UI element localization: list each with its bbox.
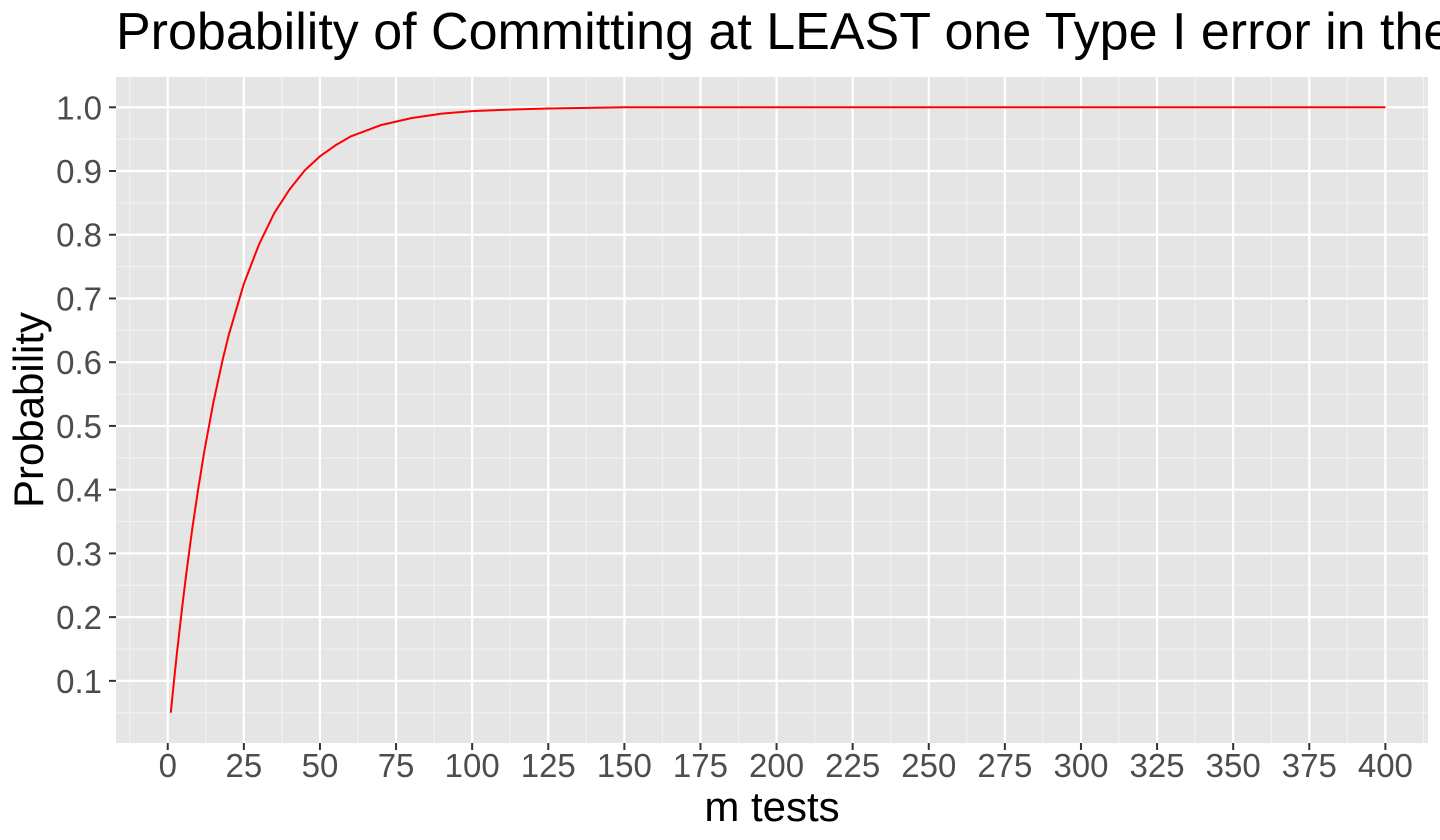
y-axis-title: Probability (5, 312, 52, 508)
minor-gridlines (116, 77, 1428, 743)
axis-tick-labels: 0 25 50 75 100 125 150 175 200 225 250 275 300 325 350… (56, 89, 1413, 784)
x-tick-label: 0 (159, 747, 177, 784)
x-tick-label: 25 (225, 747, 262, 784)
y-tick-label: 0.4 (56, 472, 102, 509)
series-layer (169, 106, 1386, 713)
x-tick-label: 250 (901, 747, 956, 784)
x-tick-label: 300 (1053, 747, 1108, 784)
y-tick-label: 0.8 (56, 217, 102, 254)
y-tick-label: 0.6 (56, 344, 102, 381)
x-tick-label: 150 (597, 747, 652, 784)
axis-ticks (109, 106, 1387, 750)
x-axis-title: m tests (704, 783, 839, 830)
x-tick-label: 375 (1282, 747, 1337, 784)
x-tick-label: 125 (521, 747, 576, 784)
y-tick-label: 0.7 (56, 280, 102, 317)
x-tick-label: 50 (302, 747, 339, 784)
x-tick-label: 100 (445, 747, 500, 784)
x-tick-label: 275 (977, 747, 1032, 784)
x-tick-label: 350 (1206, 747, 1261, 784)
x-tick-label: 400 (1358, 747, 1413, 784)
x-tick-label: 325 (1130, 747, 1185, 784)
y-tick-label: 1.0 (56, 89, 102, 126)
series-line (169, 106, 1386, 713)
plot-panel (116, 77, 1428, 743)
y-tick-label: 0.9 (56, 153, 102, 190)
chart-title: Probability of Committing at LEAST one T… (116, 3, 1440, 61)
major-gridlines (116, 77, 1428, 743)
y-tick-label: 0.1 (56, 663, 102, 700)
y-tick-label: 0.2 (56, 599, 102, 636)
x-tick-label: 175 (673, 747, 728, 784)
x-tick-label: 75 (378, 747, 415, 784)
y-tick-label: 0.3 (56, 535, 102, 572)
x-tick-label: 200 (749, 747, 804, 784)
y-tick-label: 0.5 (56, 408, 102, 445)
x-tick-label: 225 (825, 747, 880, 784)
